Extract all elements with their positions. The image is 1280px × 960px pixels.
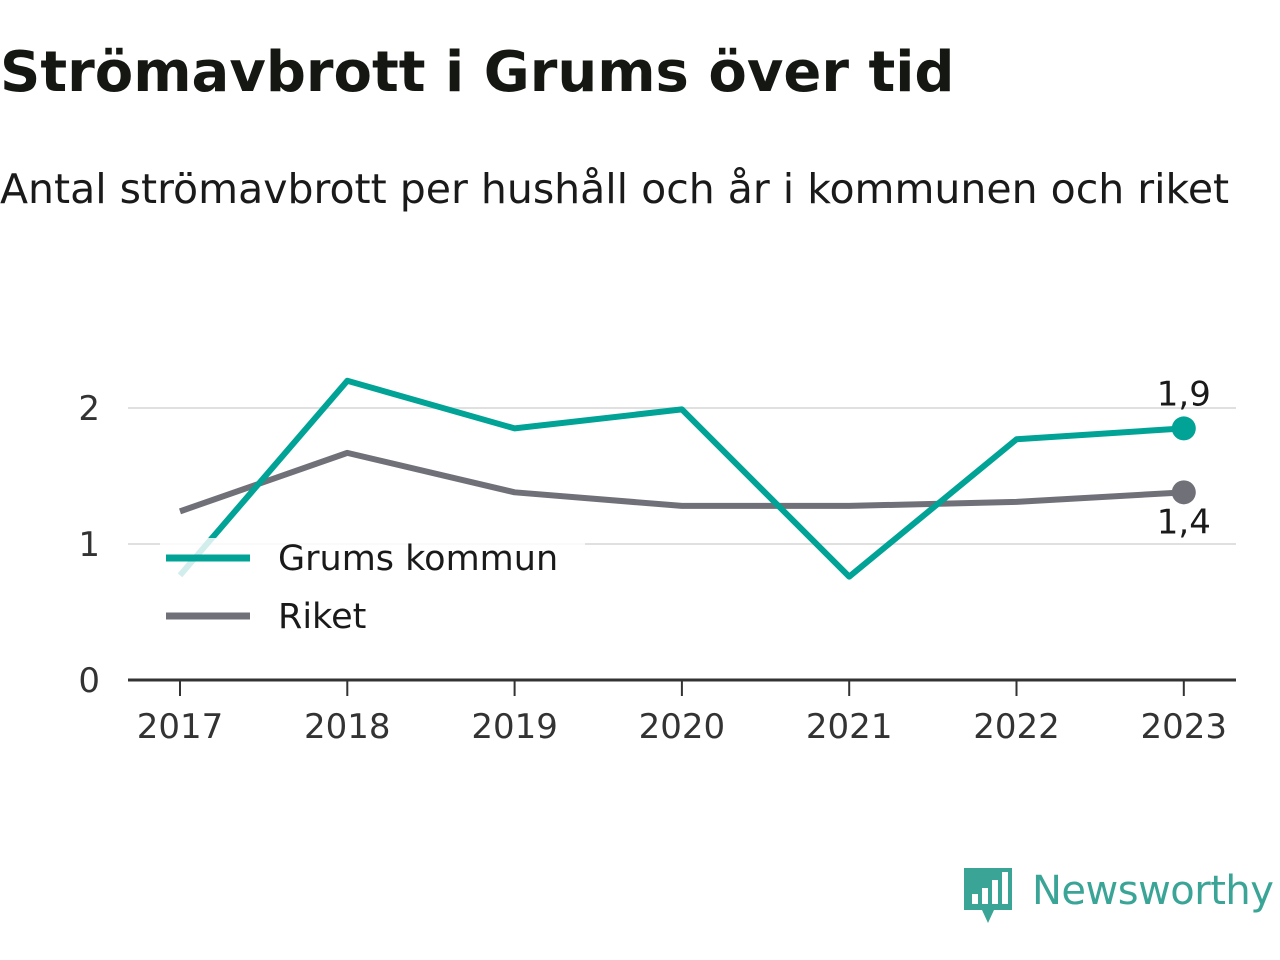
legend-label: Grums kommun: [278, 539, 558, 579]
chart-subtitle: Antal strömavbrott per hushåll och år i …: [0, 165, 1230, 213]
chart-title: Strömavbrott i Grums över tid: [0, 40, 955, 105]
y-tick-label: 1: [78, 525, 100, 565]
x-tick-label: 2022: [973, 707, 1060, 747]
end-value-label: 1,4: [1157, 502, 1211, 542]
x-tick-label: 2018: [304, 707, 391, 747]
y-tick-label: 0: [78, 661, 100, 701]
x-tick-label: 2023: [1141, 707, 1228, 747]
series-line-grums: [177, 377, 1184, 580]
end-value-label: 1,9: [1157, 374, 1211, 414]
y-tick-label: 2: [78, 389, 100, 429]
x-tick-label: 2017: [137, 707, 224, 747]
x-tick-label: 2020: [639, 707, 726, 747]
x-axis: 2017 2018 2019 2020 2021 2022 2023: [128, 678, 1236, 747]
brand-name: Newsworthy: [1032, 868, 1274, 914]
end-markers: 1,9 1,4: [1157, 374, 1211, 542]
end-marker: [1171, 416, 1196, 441]
newsworthy-logo-icon: [964, 868, 1012, 923]
x-tick-label: 2021: [806, 707, 893, 747]
legend: Grums kommun Riket: [160, 538, 585, 638]
series-lines: [177, 377, 1184, 580]
end-marker: [1171, 480, 1196, 505]
series-line-riket: [179, 449, 1184, 515]
line-chart: 0 1 2 2017 2018 2019 2020 2021 2022 2023 Grums k…: [78, 374, 1236, 747]
y-axis-ticks: 0 1 2: [78, 389, 100, 701]
x-tick-label: 2019: [471, 707, 558, 747]
legend-label: Riket: [278, 597, 366, 637]
newsworthy-brand: Newsworthy: [962, 862, 1278, 928]
grid-lines: [128, 407, 1236, 545]
